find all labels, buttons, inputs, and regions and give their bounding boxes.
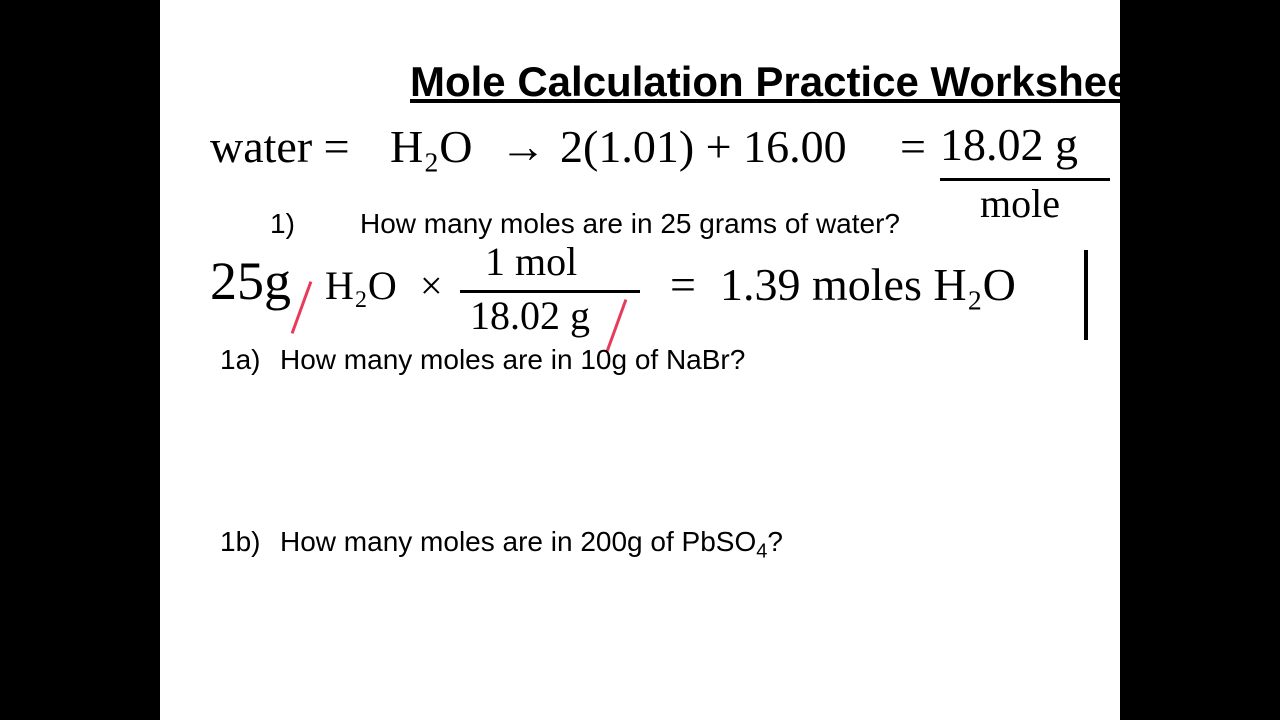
q1b-sub: 4 <box>756 541 767 563</box>
hw-formula: H₂O <box>390 120 472 173</box>
hw-molar-num: 18.02 g <box>940 118 1078 171</box>
hw-molar-den: mole <box>980 180 1060 227</box>
q1b-text: How many moles are in 200g of PbSO4? <box>280 526 783 564</box>
q1a-number: 1a) <box>220 344 260 376</box>
hw-calc: 2(1.01) + 16.00 <box>560 120 847 173</box>
q1a-text: How many moles are in 10g of NaBr? <box>280 344 745 376</box>
page-title: Mole Calculation Practice Workshee <box>410 58 1130 106</box>
hw-arrow: → <box>500 120 546 173</box>
hw-species: H₂O <box>325 262 397 309</box>
q1b-number: 1b) <box>220 526 260 558</box>
hw-mass: 25g <box>210 250 291 312</box>
hw-eq2: = <box>670 258 696 311</box>
q1b-pre: How many moles are in 200g of PbSO <box>280 526 756 557</box>
hw-water-label: water = <box>210 120 350 173</box>
hw-conv-top: 1 mol <box>485 238 577 285</box>
q1-text: How many moles are in 25 grams of water? <box>360 208 900 240</box>
q1b-post: ? <box>767 526 783 557</box>
hw-times: × <box>420 262 443 309</box>
q1-number: 1) <box>270 208 295 240</box>
hw-answer: 1.39 moles H₂O <box>720 258 1016 311</box>
answer-bar <box>1084 250 1088 340</box>
worksheet-page: Mole Calculation Practice Workshee water… <box>160 0 1120 720</box>
hw-conv-bot: 18.02 g <box>470 292 590 339</box>
strike-1 <box>291 281 313 334</box>
hw-eq1: = <box>900 120 926 173</box>
